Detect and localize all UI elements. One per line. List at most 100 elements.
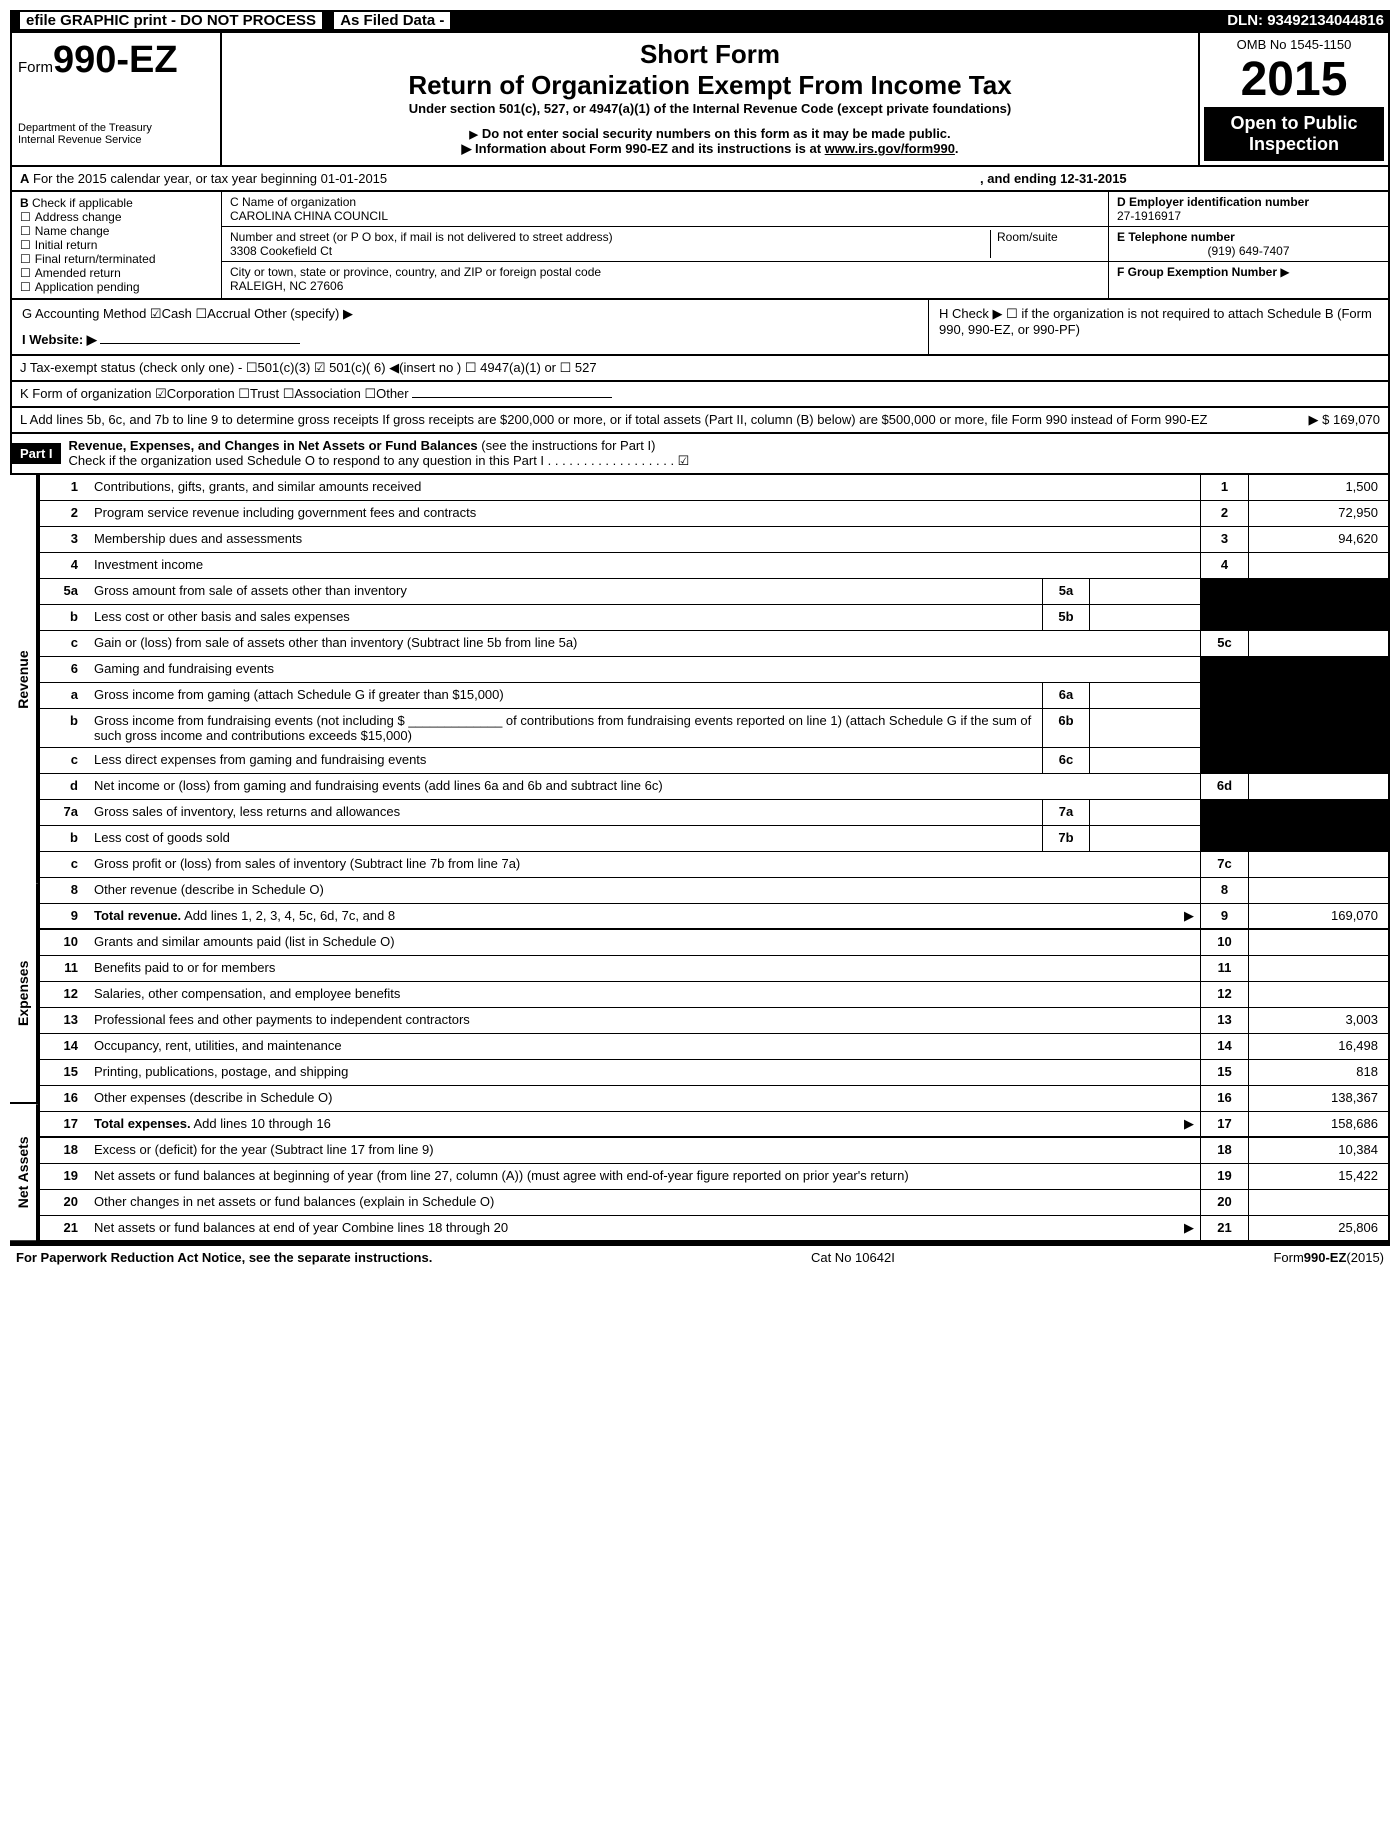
b-address-change[interactable]: Address change <box>20 210 122 224</box>
b-title: Check if applicable <box>32 196 133 210</box>
value-4[interactable] <box>1248 553 1388 578</box>
lineno-9: 9 <box>40 904 88 928</box>
subval-6b[interactable] <box>1090 709 1200 747</box>
line-15: 15Printing, publications, postage, and s… <box>38 1060 1390 1086</box>
h-schedule-b: H Check ▶ ☐ if the organization is not r… <box>928 300 1388 354</box>
open-public-box: Open to Public Inspection <box>1204 107 1384 161</box>
linedesc-7a: Gross sales of inventory, less returns a… <box>88 800 1042 825</box>
linedesc-c: Less direct expenses from gaming and fun… <box>88 748 1042 773</box>
line-18: 18Excess or (deficit) for the year (Subt… <box>38 1138 1390 1164</box>
subval-5b[interactable] <box>1090 605 1200 630</box>
numbox-8: 8 <box>1200 878 1248 903</box>
footer-form: Form990-EZ(2015) <box>1273 1250 1384 1265</box>
lineno-a: a <box>40 683 88 708</box>
linedesc-3: Membership dues and assessments <box>88 527 1200 552</box>
subval-7b[interactable] <box>1090 826 1200 851</box>
irs-link[interactable]: www.irs.gov/form990 <box>825 141 955 156</box>
value-17[interactable]: 158,686 <box>1248 1112 1388 1136</box>
line-12: 12Salaries, other compensation, and empl… <box>38 982 1390 1008</box>
col-c: C Name of organization CAROLINA CHINA CO… <box>222 192 1108 298</box>
value-6d[interactable] <box>1248 774 1388 799</box>
value-5c[interactable] <box>1248 631 1388 656</box>
value-16[interactable]: 138,367 <box>1248 1086 1388 1111</box>
subbox-5b: 5b <box>1042 605 1090 630</box>
form-page: efile GRAPHIC print - DO NOT PROCESS As … <box>0 0 1400 1279</box>
numbox-3: 3 <box>1200 527 1248 552</box>
value-11[interactable] <box>1248 956 1388 981</box>
part1-body: Revenue Expenses Net Assets 1Contributio… <box>10 475 1390 1244</box>
subbox-7a: 7a <box>1042 800 1090 825</box>
g-cell: G Accounting Method ☑Cash ☐Accrual Other… <box>12 300 928 354</box>
a-begin: For the 2015 calendar year, or tax year … <box>33 171 387 186</box>
lineno-3: 3 <box>40 527 88 552</box>
part1-desc: Revenue, Expenses, and Changes in Net As… <box>61 434 698 473</box>
subval-7a[interactable] <box>1090 800 1200 825</box>
value-13[interactable]: 3,003 <box>1248 1008 1388 1033</box>
b-initial-return[interactable]: Initial return <box>20 238 97 252</box>
f-arrow: ▶ <box>1280 265 1289 279</box>
b-application-pending[interactable]: Application pending <box>20 280 140 294</box>
value-1[interactable]: 1,500 <box>1248 475 1388 500</box>
linedesc-10: Grants and similar amounts paid (list in… <box>88 930 1200 955</box>
linedesc-c: Gain or (loss) from sale of assets other… <box>88 631 1200 656</box>
b-final-return[interactable]: Final return/terminated <box>20 252 156 266</box>
line-9: 9Total revenue. Add lines 1, 2, 3, 4, 5c… <box>38 904 1390 930</box>
value-12[interactable] <box>1248 982 1388 1007</box>
linedesc-a: Gross income from gaming (attach Schedul… <box>88 683 1042 708</box>
form-number: Form990-EZ <box>18 39 214 82</box>
value-18[interactable]: 10,384 <box>1248 1138 1388 1163</box>
phone-value: (919) 649-7407 <box>1117 244 1380 258</box>
numbox-16: 16 <box>1200 1086 1248 1111</box>
value-20[interactable] <box>1248 1190 1388 1215</box>
linedesc-20: Other changes in net assets or fund bala… <box>88 1190 1200 1215</box>
numbox-6d: 6d <box>1200 774 1248 799</box>
value-15[interactable]: 818 <box>1248 1060 1388 1085</box>
lineno-6: 6 <box>40 657 88 682</box>
k-other-blank[interactable] <box>412 397 612 398</box>
linedesc-4: Investment income <box>88 553 1200 578</box>
numbox-7c: 7c <box>1200 852 1248 877</box>
value-10[interactable] <box>1248 930 1388 955</box>
section-a-row: A For the 2015 calendar year, or tax yea… <box>10 167 1390 192</box>
linedesc-11: Benefits paid to or for members <box>88 956 1200 981</box>
footer-form-prefix: Form <box>1273 1250 1303 1265</box>
value-9[interactable]: 169,070 <box>1248 904 1388 928</box>
org-city: RALEIGH, NC 27606 <box>230 279 343 293</box>
numbox-12: 12 <box>1200 982 1248 1007</box>
value-2[interactable]: 72,950 <box>1248 501 1388 526</box>
b-name-change[interactable]: Name change <box>20 224 109 238</box>
open-public-1: Open to Public <box>1210 113 1378 134</box>
ein-value: 27-1916917 <box>1117 209 1181 223</box>
value-3[interactable]: 94,620 <box>1248 527 1388 552</box>
subval-6a[interactable] <box>1090 683 1200 708</box>
numbox-4: 4 <box>1200 553 1248 578</box>
line-6: 6Gaming and fundraising events <box>38 657 1390 683</box>
subval-5a[interactable] <box>1090 579 1200 604</box>
linedesc-b: Gross income from fundraising events (no… <box>88 709 1042 747</box>
info-prefix: Information about Form 990-EZ and its in… <box>475 141 825 156</box>
efile-topbar: efile GRAPHIC print - DO NOT PROCESS As … <box>10 10 1390 31</box>
subval-6c[interactable] <box>1090 748 1200 773</box>
value-19[interactable]: 15,422 <box>1248 1164 1388 1189</box>
value-7c[interactable] <box>1248 852 1388 877</box>
lineno-c: c <box>40 852 88 877</box>
c-city-row: City or town, state or province, country… <box>222 262 1108 296</box>
subbox-7b: 7b <box>1042 826 1090 851</box>
c-street-label: Number and street (or P O box, if mail i… <box>230 230 613 244</box>
numbox-21: 21 <box>1200 1216 1248 1240</box>
tax-year: 2015 <box>1204 52 1384 107</box>
numbox-14: 14 <box>1200 1034 1248 1059</box>
numbox-2: 2 <box>1200 501 1248 526</box>
value-14[interactable]: 16,498 <box>1248 1034 1388 1059</box>
lineno-8: 8 <box>40 878 88 903</box>
value-8[interactable] <box>1248 878 1388 903</box>
org-name: CAROLINA CHINA COUNCIL <box>230 209 388 223</box>
website-blank[interactable] <box>100 343 300 344</box>
value-21[interactable]: 25,806 <box>1248 1216 1388 1240</box>
b-amended-return[interactable]: Amended return <box>20 266 121 280</box>
org-street: 3308 Cookefield Ct <box>230 244 332 258</box>
a-ending: , and ending 12-31-2015 <box>980 171 1127 186</box>
line-14: 14Occupancy, rent, utilities, and mainte… <box>38 1034 1390 1060</box>
line-d: dNet income or (loss) from gaming and fu… <box>38 774 1390 800</box>
numbox-blk-b <box>1200 605 1248 630</box>
